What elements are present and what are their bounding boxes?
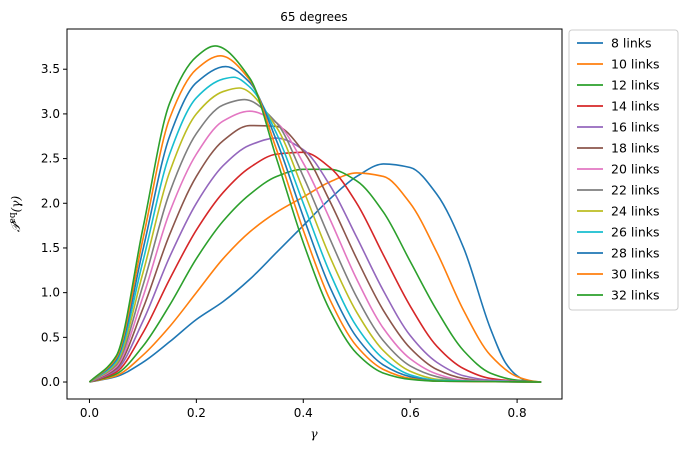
series-line-14-links [89,151,542,383]
series-line-22-links [89,98,542,383]
y-tick-label: 2.5 [41,152,60,166]
x-tick-label: 0.0 [80,406,99,420]
y-tick-label: 0.0 [41,375,60,389]
plot-lines [88,45,542,383]
y-tick-label: 3.0 [41,107,60,121]
legend-label: 26 links [611,225,660,240]
y-tick-label: 1.5 [41,241,60,255]
legend-label: 12 links [611,78,660,93]
legend-label: 24 links [611,204,660,219]
legend: 8 links 10 links 12 links 14 links 16 links 1… [568,29,679,311]
series-line-16-links [89,137,542,383]
series-line-28-links [88,65,542,383]
y-axis-label: 𝒫eq(γ) [8,196,23,233]
y-axis-ticks: 0.0 0.5 1.0 1.5 2.0 2.5 3.0 3.5 [41,62,67,389]
x-tick-label: 0.8 [508,406,527,420]
series-line-24-links [88,87,542,383]
x-tick-label: 0.6 [401,406,420,420]
y-axis-label-arg: (γ) [9,196,23,213]
legend-label: 20 links [611,162,660,177]
legend-box [568,29,679,311]
series-line-32-links [88,45,542,383]
legend-label: 30 links [611,267,660,282]
plot-frame [66,28,563,400]
series-line-18-links [89,124,542,383]
y-tick-label: 2.0 [41,196,60,210]
series-line-26-links [88,76,542,383]
legend-label: 22 links [611,183,660,198]
x-tick-label: 0.2 [187,406,206,420]
legend-label: 28 links [611,246,660,261]
y-tick-label: 3.5 [41,62,60,76]
legend-label: 14 links [611,99,660,114]
x-axis-label: γ [310,427,318,441]
legend-label: 10 links [611,57,660,72]
y-axis-label-sup: eq [8,212,18,223]
x-axis-ticks: 0.0 0.2 0.4 0.6 0.8 [80,399,527,420]
series-line-8-links [89,163,542,383]
x-tick-label: 0.4 [294,406,313,420]
y-tick-label: 0.5 [41,330,60,344]
legend-label: 32 links [611,288,660,303]
y-tick-label: 1.0 [41,286,60,300]
series-line-20-links [89,110,542,383]
legend-label: 18 links [611,141,660,156]
chart-title: 65 degrees [280,10,347,24]
series-line-10-links [89,172,542,383]
series-line-30-links [88,55,542,383]
series-line-12-links [89,168,542,383]
legend-label: 8 links [611,36,652,51]
legend-label: 16 links [611,120,660,135]
